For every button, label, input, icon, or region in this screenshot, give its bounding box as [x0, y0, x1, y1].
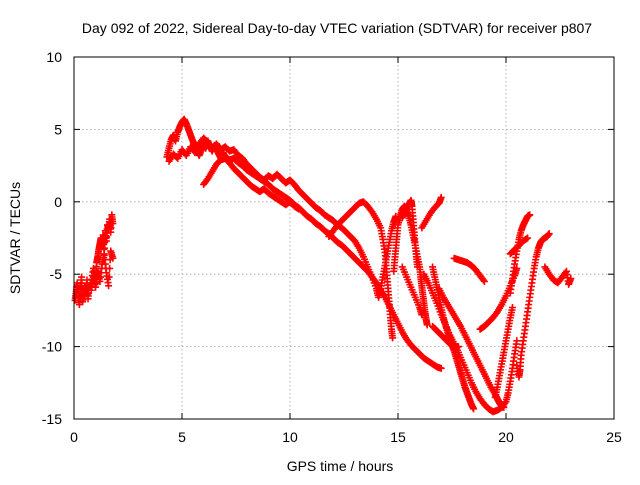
data-point: [545, 230, 553, 238]
y-tick-label: -15: [42, 411, 62, 427]
data-point: [470, 405, 478, 413]
data-point: [437, 364, 445, 372]
data-point: [109, 220, 117, 228]
data-point: [501, 399, 509, 407]
y-axis-label: SDTVAR / TECUs: [7, 182, 23, 294]
data-point: [109, 254, 117, 262]
x-axis-label: GPS time / hours: [287, 458, 394, 474]
data-point: [513, 337, 521, 345]
x-tick-label: 0: [70, 429, 78, 445]
data-point: [105, 273, 113, 281]
y-tick-label: -5: [50, 266, 63, 282]
grid-lines: [74, 57, 614, 419]
y-tick-label: 0: [54, 194, 62, 210]
data-point: [479, 276, 487, 284]
data-point: [454, 343, 462, 351]
data-points: [71, 115, 575, 416]
data-point: [78, 273, 86, 281]
x-tick-label: 15: [390, 429, 406, 445]
chart-title: Day 092 of 2022, Sidereal Day-to-day VTE…: [82, 20, 592, 36]
x-tick-label: 10: [282, 429, 298, 445]
data-point: [437, 193, 445, 201]
data-point: [480, 277, 488, 285]
data-point: [413, 263, 421, 271]
data-point: [508, 304, 516, 312]
data-point: [389, 334, 397, 342]
data-point: [106, 264, 114, 272]
x-tick-label: 5: [178, 429, 186, 445]
data-point: [295, 205, 303, 213]
x-tick-label: 25: [606, 429, 622, 445]
y-tick-label: -10: [42, 339, 62, 355]
y-tick-label: 10: [46, 49, 62, 65]
plot-frame: [73, 56, 615, 420]
axis-ticks: 0 5 10 15 20 25 -15 -10 -5 0 5 10: [42, 49, 622, 445]
data-point: [567, 275, 575, 283]
y-tick-label: 5: [54, 121, 62, 137]
x-tick-label: 20: [498, 429, 514, 445]
data-point: [526, 211, 534, 219]
data-point: [423, 321, 431, 329]
data-point: [418, 311, 426, 319]
data-point: [105, 282, 113, 290]
data-point: [524, 234, 532, 242]
